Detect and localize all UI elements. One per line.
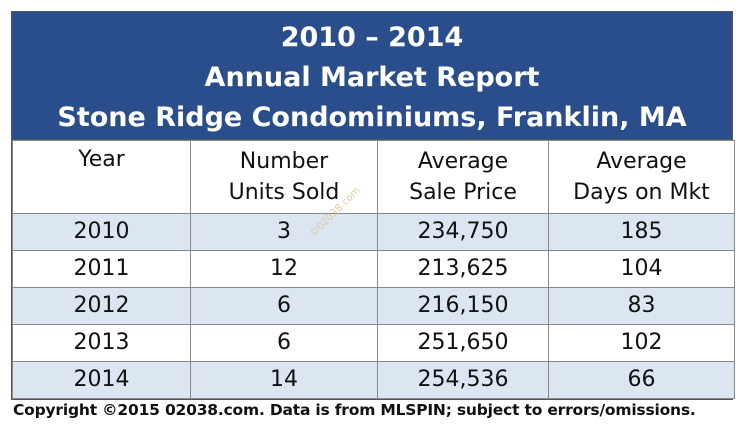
header-units-line2: Units Sold	[228, 180, 340, 205]
cell-price: 216,150	[377, 287, 549, 325]
cell-year: 2011	[12, 250, 191, 288]
header-days-line2: Days on Mkt	[573, 180, 710, 205]
header-price-line1: Average	[417, 149, 509, 174]
header-days-on-market: Average Days on Mkt	[548, 140, 735, 214]
cell-price: 213,625	[377, 250, 549, 288]
table-row: 2013 6 251,650 102	[12, 324, 735, 362]
report-title-location: Stone Ridge Condominiums, Franklin, MA	[57, 102, 687, 133]
cell-days: 83	[548, 287, 735, 325]
header-price-line2: Sale Price	[409, 180, 517, 205]
cell-year: 2012	[12, 287, 191, 325]
market-data-table: Year Number Units Sold Average Sale Pric…	[12, 140, 735, 399]
header-year: Year	[12, 140, 191, 214]
cell-year: 2013	[12, 324, 191, 362]
table-row: 2010 3 234,750 185	[12, 213, 735, 251]
header-units-line1: Number	[239, 149, 329, 174]
header-year-label: Year	[78, 147, 125, 172]
cell-units: 6	[190, 287, 378, 325]
cell-days: 104	[548, 250, 735, 288]
cell-days: 66	[548, 361, 735, 399]
cell-price: 254,536	[377, 361, 549, 399]
cell-units: 3	[190, 213, 378, 251]
cell-price: 234,750	[377, 213, 549, 251]
cell-units: 14	[190, 361, 378, 399]
cell-days: 185	[548, 213, 735, 251]
cell-units: 12	[190, 250, 378, 288]
table-header-row: Year Number Units Sold Average Sale Pric…	[12, 140, 735, 214]
cell-days: 102	[548, 324, 735, 362]
report-title-years: 2010 – 2014	[280, 22, 464, 53]
table-row: 2014 14 254,536 66	[12, 361, 735, 399]
header-units-sold: Number Units Sold	[190, 140, 378, 214]
cell-year: 2010	[12, 213, 191, 251]
table-row: 2012 6 216,150 83	[12, 287, 735, 325]
report-title-name: Annual Market Report	[204, 62, 540, 93]
header-days-line1: Average	[596, 149, 687, 174]
cell-year: 2014	[12, 361, 191, 399]
market-report: 2010 – 2014 Annual Market Report Stone R…	[11, 11, 735, 400]
cell-units: 6	[190, 324, 378, 362]
cell-price: 251,650	[377, 324, 549, 362]
table-row: 2011 12 213,625 104	[12, 250, 735, 288]
report-title-block: 2010 – 2014 Annual Market Report Stone R…	[12, 12, 732, 140]
header-sale-price: Average Sale Price	[377, 140, 549, 214]
copyright-footer: Copyright ©2015 02038.com. Data is from …	[13, 401, 696, 419]
